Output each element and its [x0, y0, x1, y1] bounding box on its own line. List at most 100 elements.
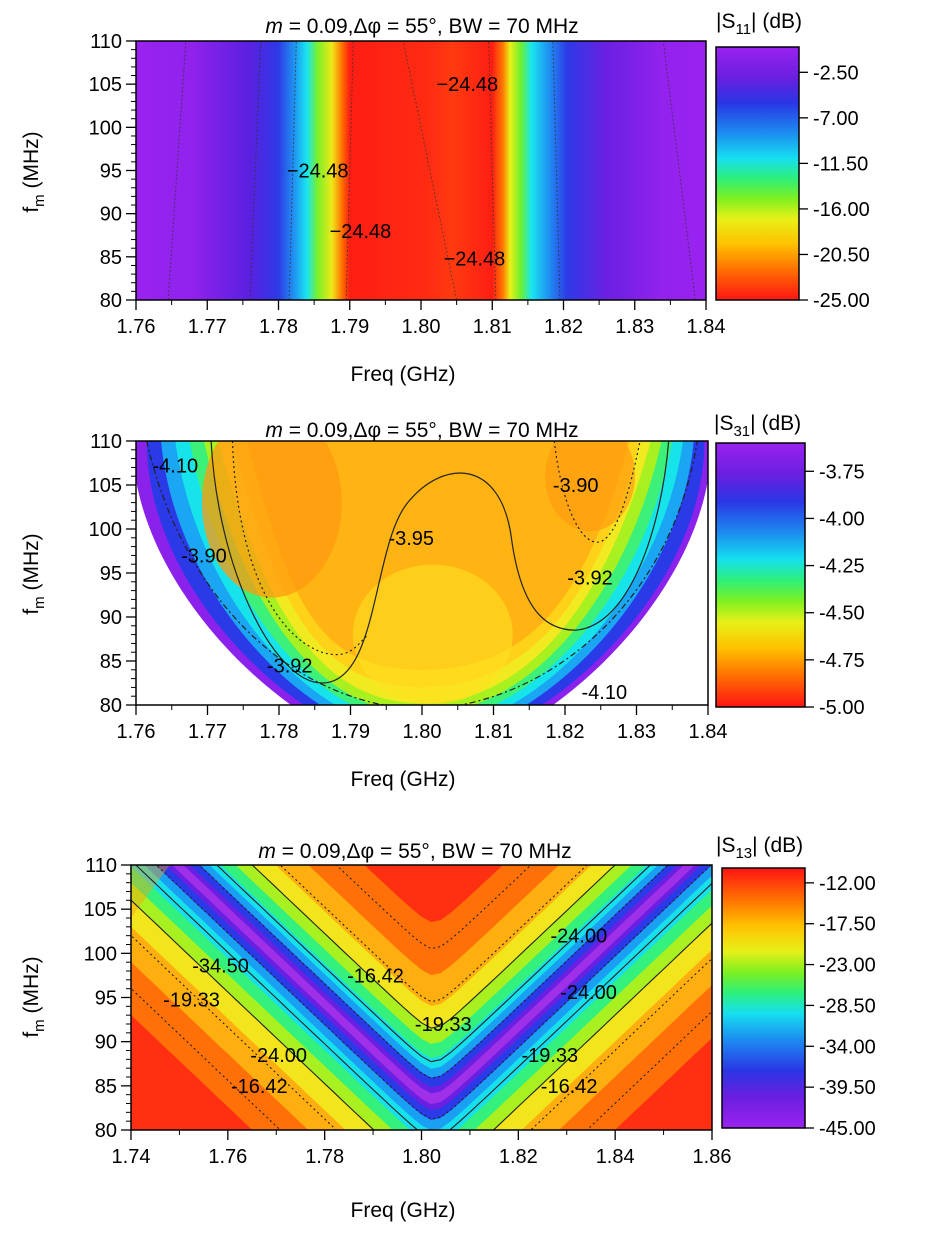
- y-tick-label: 80: [100, 290, 122, 312]
- chart-title: m = 0.09,Δφ = 55°, BW = 70 MHz: [265, 419, 578, 442]
- colorbar-tick-label: -4.50: [819, 603, 865, 625]
- colorbar-tick-label: -5.00: [819, 697, 865, 719]
- title-m: m: [265, 419, 283, 442]
- cbar-title-sub: 11: [735, 21, 751, 38]
- colorbar-tick-label: -12.00: [819, 873, 876, 895]
- y-tick-label: 105: [89, 475, 122, 497]
- contour-line: [288, 40, 297, 301]
- cbar-title-post: | (dB): [752, 834, 803, 857]
- contour-line: [167, 40, 187, 301]
- contour-label: -24.00: [250, 1045, 307, 1067]
- contour-label: -3.92: [567, 567, 613, 589]
- x-tick-label: 1.77: [188, 316, 227, 338]
- ylabel-base: f: [20, 207, 43, 213]
- title-rest: = 0.09,Δφ = 55°, BW = 70 MHz: [283, 15, 579, 38]
- colorbar-tick-label: -20.50: [813, 244, 870, 266]
- contour-line: [553, 441, 641, 543]
- x-tick-label: 1.83: [615, 316, 654, 338]
- contour-line: [552, 40, 561, 301]
- contour-label: -3.90: [553, 475, 599, 497]
- colorbar-tick-label: -25.00: [813, 290, 870, 312]
- cbar-title-sub: 13: [735, 845, 752, 862]
- ylabel-sub: m: [31, 1019, 48, 1032]
- contour-label: -16.42: [541, 1076, 598, 1098]
- x-tick-label: 1.76: [208, 1146, 247, 1168]
- colorbar-tick-label: -4.00: [819, 508, 865, 530]
- contour-line: [131, 899, 712, 1130]
- svg-text:|S11| (dB): |S11| (dB): [716, 10, 802, 38]
- ylabel-base: f: [20, 609, 43, 615]
- colorbar: [721, 867, 806, 1129]
- contour-label: -3.95: [388, 528, 434, 550]
- contour-label: −24.48: [444, 249, 506, 271]
- colorbar-tick-label: -4.25: [819, 556, 865, 578]
- ylabel-rest: (MHz): [20, 533, 43, 596]
- cbar-title-pre: |S: [714, 412, 733, 435]
- title-rest: = 0.09,Δφ = 55°, BW = 70 MHz: [283, 419, 579, 442]
- y-tick-label: 95: [100, 161, 122, 183]
- contour-line: [335, 865, 532, 950]
- colorbar-tick-label: -11.50: [813, 153, 868, 175]
- contour-label: −24.48: [436, 74, 498, 96]
- svg-text:|S13| (dB): |S13| (dB): [716, 834, 803, 862]
- x-tick-label: 1.82: [544, 316, 583, 338]
- x-tick-label: 1.80: [403, 721, 442, 743]
- svg-text:fm (MHz): fm (MHz): [20, 956, 48, 1037]
- y-tick-label: 80: [100, 695, 122, 717]
- colorbar-tick-label: -4.75: [819, 650, 865, 672]
- x-tick-label: 1.84: [689, 721, 728, 743]
- contour-line: [135, 865, 712, 1130]
- contour-line: [210, 441, 670, 684]
- y-tick-label: 105: [89, 74, 122, 96]
- title-m: m: [265, 15, 283, 38]
- y-axis-label: fm (MHz): [20, 131, 48, 212]
- colorbar-tick-label: -2.50: [813, 62, 859, 84]
- colorbar-title: |S11| (dB): [716, 10, 802, 38]
- svg-text:m = 0.09,Δφ = 55°, BW = 70 MHz: m = 0.09,Δφ = 55°, BW = 70 MHz: [258, 840, 571, 863]
- svg-text:fm (MHz): fm (MHz): [20, 131, 48, 212]
- x-tick-label: 1.82: [499, 1146, 538, 1168]
- y-tick-label: 105: [84, 899, 117, 921]
- x-tick-label: 1.83: [617, 721, 656, 743]
- contour-label: -3.90: [181, 545, 227, 567]
- x-axis-label: Freq (GHz): [351, 768, 456, 791]
- heatmap-lobe: [352, 564, 513, 705]
- x-tick-label: 1.77: [188, 721, 227, 743]
- contour-label: -24.00: [550, 926, 607, 948]
- cbar-title-pre: |S: [716, 10, 735, 33]
- x-axis-label: Freq (GHz): [351, 1199, 456, 1222]
- heatmap-field: [136, 41, 706, 300]
- contour-label: -4.10: [153, 456, 199, 478]
- s13-chart: m = 0.09,Δφ = 55°, BW = 70 MHz 1.74 1.76 1…: [20, 834, 876, 1222]
- colorbar-tick-label: -34.00: [819, 1036, 876, 1058]
- contour-line: [216, 865, 652, 1063]
- colorbar: [715, 442, 806, 708]
- chart-title: m = 0.09,Δφ = 55°, BW = 70 MHz: [258, 840, 571, 863]
- y-axis-label: fm (MHz): [20, 533, 48, 614]
- y-tick-label: 95: [100, 563, 122, 585]
- ylabel-base: f: [20, 1032, 43, 1038]
- x-tick-label: 1.86: [693, 1146, 732, 1168]
- x-tick-label: 1.78: [305, 1146, 344, 1168]
- y-tick-label: 95: [95, 988, 117, 1010]
- x-tick-label: 1.82: [546, 721, 585, 743]
- contour-label: -19.33: [521, 1045, 578, 1067]
- colorbar-tick-label: -7.00: [813, 108, 859, 130]
- contour-label: -24.00: [560, 982, 617, 1004]
- title-m: m: [258, 840, 276, 863]
- svg-text:|S31| (dB): |S31| (dB): [714, 412, 801, 440]
- ylabel-rest: (MHz): [20, 956, 43, 1019]
- x-tick-label: 1.79: [330, 316, 369, 338]
- contour-line: [662, 40, 696, 301]
- heatmap-lobe: [201, 441, 342, 598]
- contour-label: -19.33: [415, 1014, 472, 1036]
- colorbar-tick-label: -39.50: [819, 1077, 876, 1099]
- y-tick-label: 85: [100, 651, 122, 673]
- s11-chart: m = 0.09,Δφ = 55°, BW = 70 MHz 1.76 1.77 1…: [20, 10, 870, 386]
- contour-label: -3.92: [267, 655, 313, 677]
- colorbar-tick-label: -17.50: [819, 914, 876, 936]
- colorbar-tick-label: -3.75: [819, 461, 865, 483]
- colorbar-title: |S31| (dB): [714, 412, 801, 440]
- y-tick-label: 90: [95, 1032, 117, 1054]
- contour-line: [402, 40, 458, 301]
